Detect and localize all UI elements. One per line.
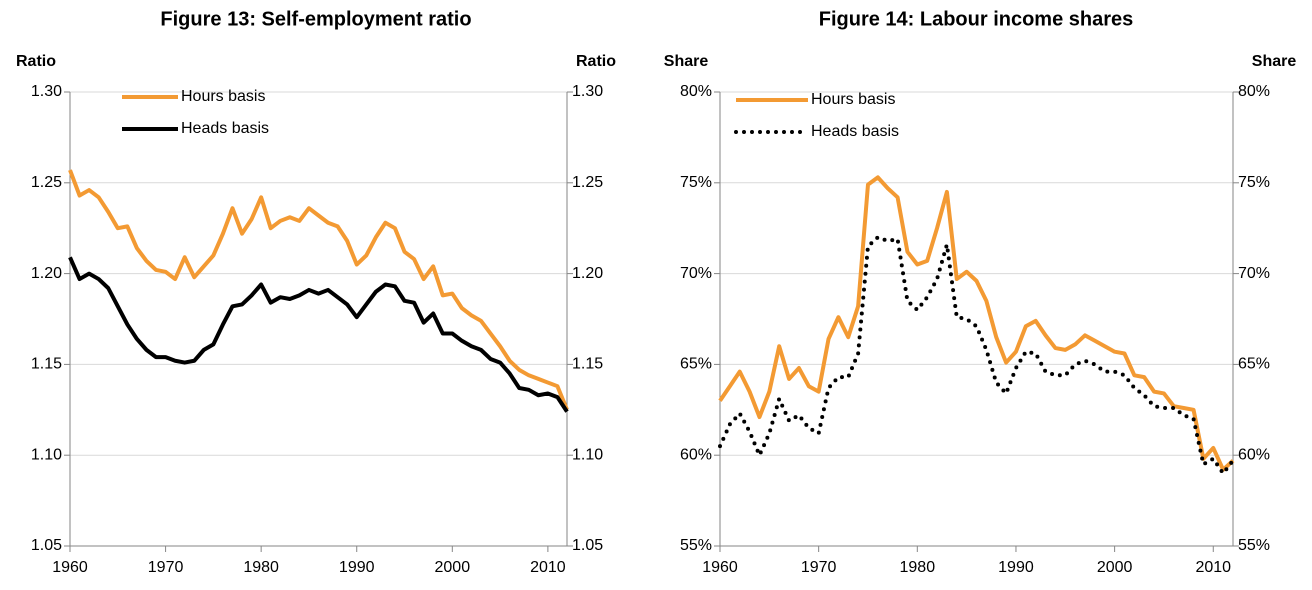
y2-tick-label: 1.20 <box>572 265 603 282</box>
x-tick-label: 1960 <box>702 559 738 576</box>
y-tick-label: 55% <box>680 537 712 554</box>
y-tick-label: 80% <box>680 83 712 100</box>
y-tick-label: 1.20 <box>31 265 62 282</box>
x-tick-label: 2010 <box>1195 559 1231 576</box>
series-line <box>68 256 569 413</box>
y2-tick-label: 70% <box>1238 265 1270 282</box>
y-tick-label: 1.30 <box>31 83 62 100</box>
x-tick-label: 1990 <box>998 559 1034 576</box>
y-tick-label: 1.10 <box>31 446 62 463</box>
y2-tick-label: 80% <box>1238 83 1270 100</box>
y2-tick-label: 1.25 <box>572 174 603 191</box>
y-tick-label: 65% <box>680 356 712 373</box>
y2-tick-label: 60% <box>1238 446 1270 463</box>
legend-label: Hours basis <box>811 91 895 108</box>
y-tick-label: 1.25 <box>31 174 62 191</box>
y2-axis-label: Share <box>1252 53 1297 70</box>
y-tick-label: 70% <box>680 265 712 282</box>
y2-tick-label: 1.10 <box>572 446 603 463</box>
y-tick-label: 75% <box>680 174 712 191</box>
y-tick-label: 1.15 <box>31 356 62 373</box>
x-tick-label: 2000 <box>1097 559 1133 576</box>
chart-title: Figure 14: Labour income shares <box>819 8 1134 30</box>
y-axis-label: Ratio <box>16 53 56 70</box>
legend-label: Hours basis <box>181 88 265 105</box>
y2-tick-label: 1.15 <box>572 356 603 373</box>
x-tick-label: 1980 <box>900 559 936 576</box>
y2-tick-label: 75% <box>1238 174 1270 191</box>
x-tick-label: 1970 <box>801 559 837 576</box>
legend-label: Heads basis <box>181 120 269 137</box>
chart-title: Figure 13: Self-employment ratio <box>160 8 471 30</box>
x-tick-label: 2000 <box>435 559 471 576</box>
legend-label: Heads basis <box>811 123 899 140</box>
x-tick-label: 1980 <box>243 559 279 576</box>
y-tick-label: 1.05 <box>31 537 62 554</box>
x-tick-label: 1970 <box>148 559 184 576</box>
y2-tick-label: 55% <box>1238 537 1270 554</box>
x-tick-label: 1990 <box>339 559 375 576</box>
y2-axis-label: Ratio <box>576 53 616 70</box>
y2-tick-label: 1.30 <box>572 83 603 100</box>
x-tick-label: 2010 <box>530 559 566 576</box>
x-tick-label: 1960 <box>52 559 88 576</box>
series-line <box>718 235 1235 476</box>
y2-tick-label: 1.05 <box>572 537 603 554</box>
y-tick-label: 60% <box>680 446 712 463</box>
y2-tick-label: 65% <box>1238 356 1270 373</box>
series-line <box>68 169 569 411</box>
series-line <box>718 175 1235 472</box>
y-axis-label: Share <box>664 53 709 70</box>
